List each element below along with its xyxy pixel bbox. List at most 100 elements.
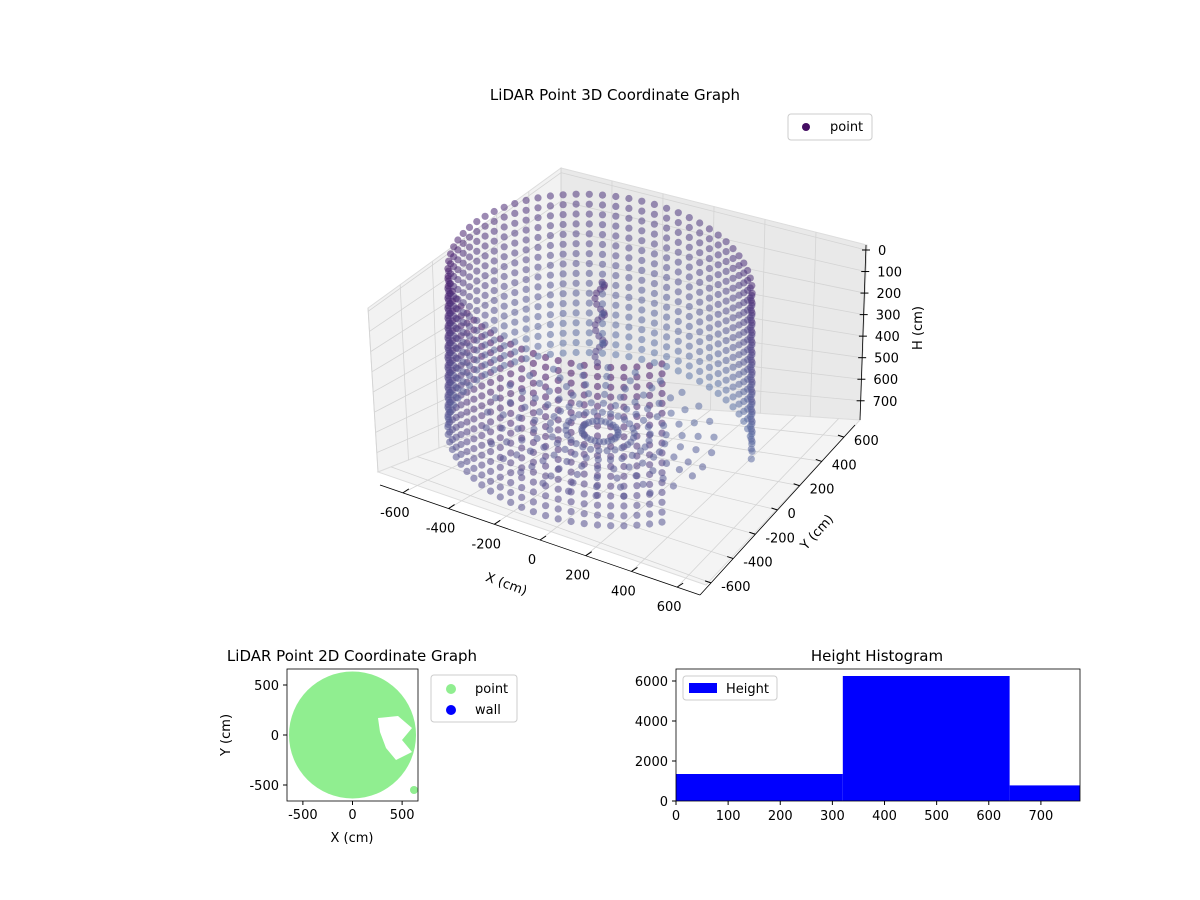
point-marker bbox=[511, 269, 519, 277]
point-marker bbox=[612, 301, 620, 309]
point-marker bbox=[534, 313, 542, 321]
point-marker bbox=[599, 399, 608, 407]
point-marker bbox=[559, 309, 567, 318]
point-marker bbox=[633, 363, 641, 371]
point-marker bbox=[585, 250, 593, 258]
point-marker bbox=[674, 337, 682, 345]
point-marker bbox=[447, 408, 455, 416]
point-marker bbox=[459, 249, 467, 257]
point-marker bbox=[735, 301, 743, 309]
point-marker bbox=[556, 374, 564, 382]
point-marker bbox=[487, 467, 495, 475]
point-marker bbox=[722, 277, 730, 285]
point-marker bbox=[590, 408, 598, 416]
point-marker bbox=[722, 346, 730, 355]
point-marker bbox=[607, 393, 615, 401]
legend-3d-marker-point bbox=[802, 123, 810, 131]
point-marker bbox=[545, 387, 554, 395]
point-marker bbox=[598, 290, 607, 298]
point-marker bbox=[585, 339, 593, 347]
point-marker bbox=[631, 368, 639, 377]
point-marker bbox=[598, 349, 607, 357]
point-marker bbox=[620, 472, 628, 480]
point-marker bbox=[529, 379, 538, 387]
z-tick-label: 500 bbox=[874, 352, 899, 367]
x-tick-mark bbox=[676, 582, 684, 588]
point-marker bbox=[591, 353, 599, 361]
point-marker bbox=[694, 432, 702, 440]
point-marker bbox=[490, 346, 498, 354]
point-marker bbox=[685, 223, 693, 232]
point-marker bbox=[650, 240, 659, 248]
point-marker bbox=[658, 370, 666, 378]
point-marker bbox=[513, 451, 521, 459]
point-marker bbox=[547, 472, 555, 480]
legend-histogram[interactable]: Height bbox=[682, 675, 778, 701]
point-marker bbox=[625, 234, 633, 242]
point-marker bbox=[567, 369, 575, 377]
point-marker bbox=[534, 194, 542, 202]
point-marker bbox=[478, 392, 486, 400]
point-marker bbox=[559, 230, 567, 238]
point-marker bbox=[612, 281, 620, 290]
point-marker bbox=[490, 316, 498, 324]
point-marker bbox=[481, 232, 489, 240]
point-marker bbox=[454, 345, 462, 353]
point-marker bbox=[481, 311, 489, 319]
point-marker bbox=[674, 308, 682, 316]
point-marker bbox=[496, 473, 504, 481]
grid-line bbox=[631, 415, 797, 572]
y-tick-label: 200 bbox=[810, 483, 835, 498]
point-marker bbox=[705, 363, 714, 371]
point-marker bbox=[585, 200, 593, 208]
legend-3d[interactable]: point bbox=[787, 113, 873, 141]
legend-2d[interactable]: point wall bbox=[430, 674, 518, 723]
point-marker bbox=[620, 364, 628, 372]
plot-frame-histogram bbox=[675, 668, 1081, 802]
point-marker bbox=[604, 364, 612, 372]
point-marker bbox=[445, 415, 453, 423]
point-marker bbox=[593, 511, 602, 519]
point-marker bbox=[481, 301, 489, 309]
point-marker bbox=[722, 376, 730, 384]
point-marker bbox=[708, 449, 716, 457]
point-marker bbox=[559, 250, 567, 258]
point-marker bbox=[507, 370, 515, 378]
z-tick-label: 0 bbox=[878, 244, 886, 259]
point-marker bbox=[559, 339, 567, 347]
grid-line bbox=[367, 307, 379, 473]
point-marker bbox=[631, 398, 639, 406]
point-marker bbox=[521, 403, 529, 411]
point-marker bbox=[535, 408, 544, 416]
point-marker bbox=[542, 393, 550, 401]
point-marker bbox=[546, 271, 555, 279]
point-marker bbox=[484, 408, 492, 416]
point-marker bbox=[529, 478, 538, 486]
point-marker bbox=[470, 395, 478, 403]
point-marker bbox=[507, 409, 515, 417]
point-marker bbox=[463, 457, 471, 466]
point-marker bbox=[639, 459, 647, 467]
grid-line bbox=[417, 456, 734, 559]
point-marker bbox=[735, 262, 743, 270]
x-tick-mark bbox=[494, 519, 501, 525]
point-marker bbox=[454, 394, 462, 402]
point-marker bbox=[685, 293, 693, 301]
point-marker bbox=[522, 196, 530, 204]
point-marker bbox=[457, 460, 465, 468]
point-marker bbox=[633, 442, 641, 450]
point-marker bbox=[454, 295, 462, 303]
point-marker bbox=[625, 293, 633, 301]
point-marker bbox=[572, 190, 580, 198]
point-marker bbox=[650, 289, 659, 298]
point-marker bbox=[729, 373, 737, 381]
point-marker bbox=[550, 451, 558, 459]
point-marker bbox=[593, 402, 602, 410]
point-marker bbox=[620, 492, 628, 500]
point-marker bbox=[705, 294, 714, 302]
point-marker bbox=[696, 219, 704, 227]
point-marker bbox=[601, 390, 609, 398]
point-marker bbox=[444, 430, 452, 438]
point-marker bbox=[685, 362, 693, 370]
point-marker bbox=[705, 225, 714, 233]
